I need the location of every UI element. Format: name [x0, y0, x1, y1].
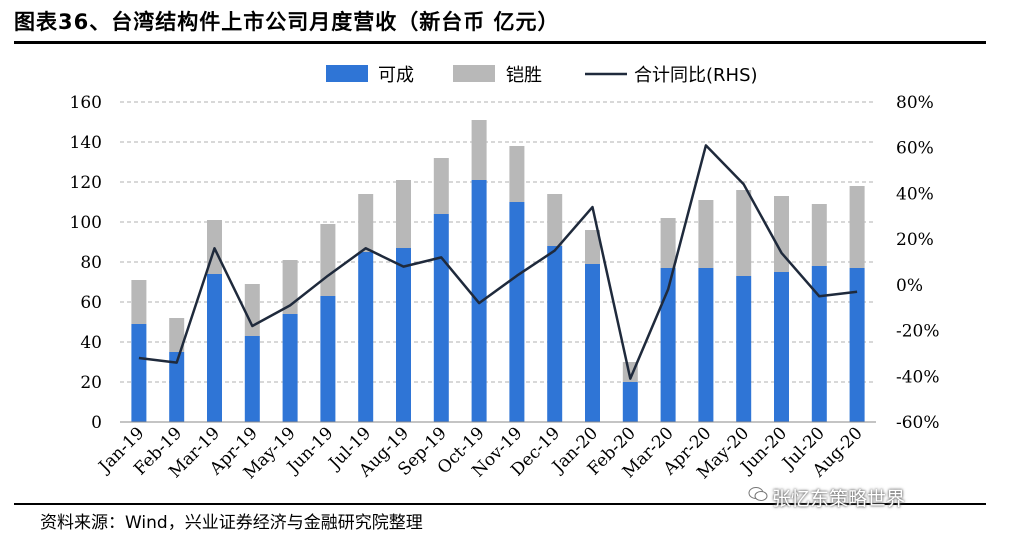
bar-keyon [660, 268, 676, 422]
y-left-tick-label: 160 [70, 93, 102, 113]
bar-keyon [207, 274, 222, 422]
source-note: 资料来源：Wind，兴业证券经济与金融研究院整理 [40, 513, 423, 533]
y-right-tick-label: -40% [896, 367, 940, 387]
bar-catcher [547, 194, 563, 246]
bars [131, 120, 865, 422]
y-left-tick-label: 100 [70, 213, 102, 233]
bar-keyon [736, 276, 752, 422]
bar-keyon [585, 264, 600, 422]
bar-keyon [244, 336, 260, 422]
bar-catcher [471, 120, 487, 180]
bar-catcher [509, 146, 525, 202]
yoy-series-line [138, 144, 858, 380]
y-left-tick-label: 80 [80, 253, 102, 273]
y-left-tick-label: 140 [70, 133, 102, 153]
y-right-tick-label: 40% [896, 184, 934, 204]
bar-keyon [547, 246, 563, 422]
bar-keyon [358, 252, 374, 422]
y-right-tick-label: 60% [896, 139, 934, 159]
yoy-line [138, 144, 858, 380]
bar-keyon [849, 268, 865, 422]
bar-catcher [433, 158, 449, 214]
footer-rule [14, 503, 986, 505]
legend-label-catcher: 铠胜 [506, 65, 542, 86]
bar-catcher [849, 186, 865, 268]
y-left-tick-label: 0 [91, 413, 102, 433]
legend-label-line: 合计同比(RHS) [634, 65, 758, 86]
bar-keyon [282, 314, 298, 422]
bar-keyon [774, 272, 789, 422]
y-left-tick-label: 20 [80, 373, 102, 393]
bar-catcher [282, 260, 298, 314]
bar-catcher [169, 318, 185, 352]
bar-catcher [698, 200, 714, 268]
y-right-tick-label: 80% [896, 93, 934, 113]
bar-keyon [169, 352, 185, 422]
y-left-tick-label: 120 [70, 173, 102, 193]
y-right-tick-label: 0% [896, 276, 923, 296]
bar-keyon [622, 382, 638, 422]
chart-title: 图表36、台湾结构件上市公司月度营收（新台币 亿元） [14, 10, 560, 34]
title-rule [14, 41, 986, 44]
y-right-tick-label: 20% [896, 230, 934, 250]
legend-swatch-catcher [453, 65, 495, 82]
bar-keyon [471, 180, 487, 422]
y-left-tick-label: 40 [80, 333, 102, 353]
y-right-tick-label: -20% [896, 322, 940, 342]
wechat-icon [748, 487, 768, 501]
chart: 0 20 40 60 80 100 120 140 160 -60% -40% -20% 0% 20% 40… [70, 65, 940, 483]
bar-catcher [320, 224, 336, 296]
y-left-tick-label: 60 [80, 293, 102, 313]
bar-catcher [736, 190, 752, 276]
legend-label-keyon: 可成 [378, 65, 414, 86]
bar-keyon [509, 202, 525, 422]
y-right-tick-label: -60% [896, 413, 940, 433]
bar-catcher [358, 194, 374, 252]
bar-catcher [660, 218, 676, 268]
watermark: 张忆东策略世界 [772, 488, 906, 510]
bar-keyon [131, 324, 147, 422]
bar-catcher [585, 230, 600, 264]
bar-keyon [811, 266, 827, 422]
gridlines [120, 101, 876, 383]
bar-catcher [774, 196, 789, 272]
bar-keyon [396, 248, 411, 422]
legend: 可成 铠胜 合计同比(RHS) [326, 65, 758, 86]
bar-catcher [244, 284, 260, 336]
bar-keyon [433, 214, 449, 422]
legend-swatch-keyon [326, 65, 368, 82]
bar-catcher [131, 280, 147, 324]
bar-catcher [396, 180, 411, 248]
bar-catcher [811, 204, 827, 266]
bar-keyon [698, 268, 714, 422]
bar-keyon [320, 296, 336, 422]
